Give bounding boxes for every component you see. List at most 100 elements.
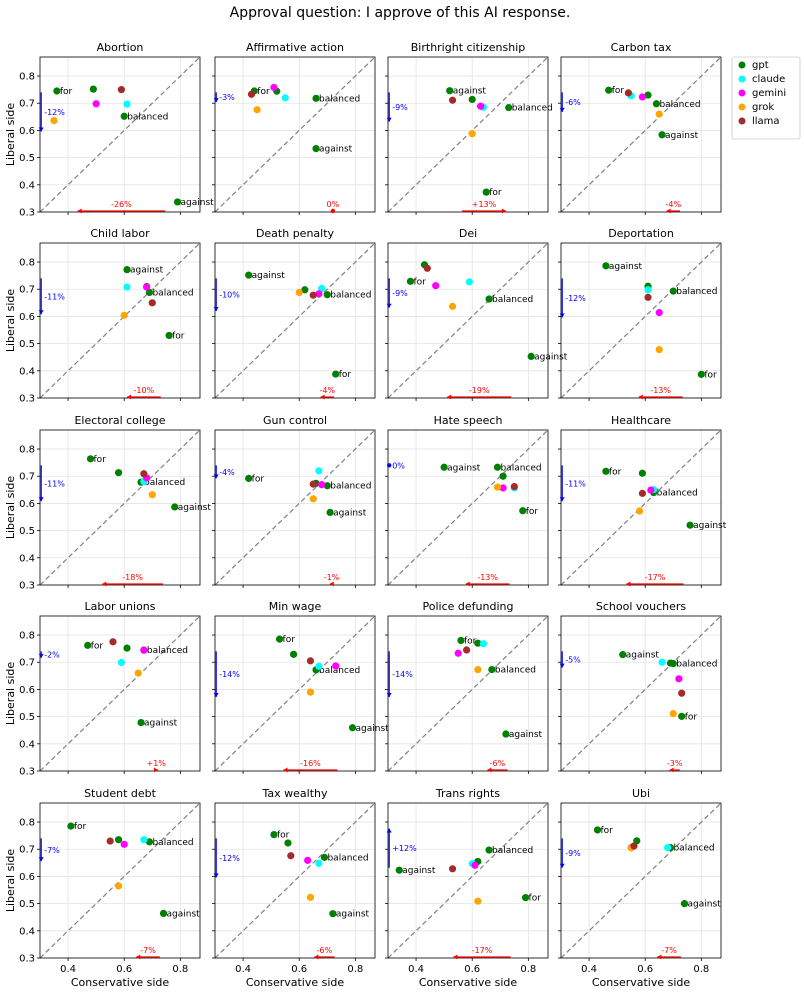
liberal-shift-label: -11% (44, 479, 65, 488)
panel-death-penalty: Death penalty against balanced for -10% -4% (212, 227, 376, 401)
y-tick-label: 0.8 (19, 818, 35, 829)
conservative-shift-label: 0% (327, 200, 340, 209)
point-gpt (644, 91, 652, 99)
point-gpt (284, 839, 292, 847)
point-llama (148, 299, 156, 307)
point-claude (140, 836, 148, 844)
liberal-shift-label: -12% (44, 108, 65, 117)
panel-title: Ubi (632, 787, 650, 800)
point-claude (123, 283, 131, 291)
point-gpt (301, 286, 309, 294)
liberal-shift-arrowhead (559, 663, 565, 668)
point-label: for (60, 87, 73, 97)
point-gpt (245, 271, 253, 279)
point-gemini (655, 309, 663, 317)
diagonal-line (560, 429, 722, 586)
point-gpt (145, 838, 154, 846)
point-gemini (143, 283, 151, 291)
point-label: for (526, 507, 539, 517)
legend-marker-gpt (738, 61, 746, 69)
point-gpt (605, 86, 613, 94)
point-gpt (312, 145, 320, 153)
diagonal-line (387, 56, 549, 213)
liberal-shift-arrowhead (386, 303, 392, 308)
point-gpt (457, 636, 465, 645)
panel-title: Gun control (263, 414, 327, 427)
point-gpt (593, 826, 602, 834)
point-gpt (474, 639, 482, 647)
point-gemini (270, 83, 278, 92)
y-tick-label: 0.6 (19, 872, 35, 883)
point-grok (669, 710, 677, 718)
point-gpt (171, 503, 179, 511)
panel-grid: Abortion 0.3 0.4 0.5 0.6 0.7 0.8 for balanced aga… (4, 41, 727, 989)
liberal-shift-arrowhead (213, 474, 219, 479)
diagonal-line (560, 56, 722, 213)
y-tick-label: 0.6 (19, 685, 35, 696)
diagonal-line (214, 802, 376, 959)
x-tick-label: 0.4 (408, 964, 424, 975)
point-label: for (612, 86, 625, 96)
y-tick-label: 0.6 (19, 499, 35, 510)
point-gpt (678, 712, 686, 720)
liberal-shift-label: -9% (392, 289, 408, 298)
point-label: for (529, 894, 542, 904)
x-tick-label: 0.8 (520, 964, 536, 975)
point-llama (106, 837, 114, 845)
point-llama (309, 480, 317, 488)
point-label: for (277, 831, 290, 841)
y-tick-label: 0.4 (19, 366, 35, 377)
point-gpt (468, 95, 476, 104)
liberal-shift-arrowhead (213, 98, 219, 103)
point-claude (315, 859, 323, 867)
point-gpt (165, 331, 173, 340)
point-label: against (144, 719, 178, 729)
point-label: against (319, 145, 353, 155)
point-gpt (270, 830, 278, 839)
point-gpt (521, 894, 530, 902)
conservative-shift-label: +1% (147, 759, 167, 768)
point-claude (281, 94, 289, 102)
conservative-shift-label: +13% (472, 200, 497, 209)
point-llama (423, 264, 431, 272)
conservative-shift-arrowhead (638, 394, 643, 400)
diagonal-line (214, 429, 376, 586)
panel-hate-speech: Hate speech against balanced for 0% -13% (385, 414, 549, 588)
conservative-shift-label: -7% (140, 946, 156, 955)
point-gpt (602, 467, 610, 475)
y-tick-label: 0.5 (19, 899, 35, 910)
panel-frame (39, 429, 201, 586)
point-claude (465, 278, 474, 286)
point-label: for (339, 370, 352, 380)
point-gpt (669, 287, 677, 295)
panel-frame (214, 242, 376, 399)
conservative-shift-label: -4% (665, 200, 681, 209)
point-grok (134, 669, 142, 677)
x-tick-label: 0.8 (347, 964, 363, 975)
liberal-shift-arrowhead (386, 693, 392, 698)
x-tick-label: 0.8 (172, 964, 188, 975)
diagonal-line (387, 802, 549, 959)
x-axis-label: Conservative side (419, 976, 518, 989)
y-axis-label: Liberal side (4, 662, 17, 726)
liberal-shift-label: 0% (392, 461, 405, 470)
conservative-shift-arrowhead (153, 767, 158, 773)
point-gpt (602, 262, 610, 270)
point-gpt (114, 836, 123, 844)
panel-school-vouchers: School vouchers against balanced for -5% -3% (558, 600, 722, 774)
diagonal-line (39, 56, 201, 213)
point-label: against (252, 271, 286, 281)
figure-title: Approval question: I approve of this AI … (230, 5, 571, 21)
point-label: balanced (657, 489, 698, 499)
panel-title: Deportation (608, 227, 674, 240)
point-gemini (315, 290, 323, 298)
y-tick-label: 0.3 (19, 394, 35, 405)
conservative-shift-label: -3% (667, 759, 683, 768)
conservative-shift-arrowhead (102, 581, 107, 587)
point-gemini (638, 93, 647, 101)
point-llama (140, 470, 148, 478)
point-gemini (471, 861, 479, 869)
point-grok (306, 688, 315, 696)
point-gpt (482, 188, 490, 196)
point-llama (448, 96, 457, 104)
